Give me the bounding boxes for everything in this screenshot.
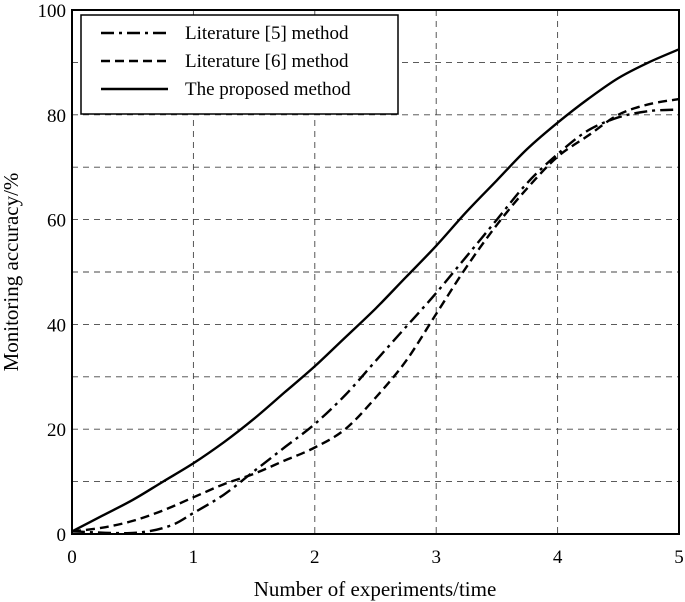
y-tick-label: 20 — [47, 420, 66, 441]
series-lines — [71, 48, 680, 535]
x-tick-label: 4 — [553, 547, 563, 568]
y-tick-label: 0 — [57, 525, 67, 546]
plot-frame — [71, 9, 680, 535]
y-tick-label: 60 — [47, 211, 66, 232]
y-axis-title: Monitoring accuracy/% — [0, 173, 23, 372]
x-tick-label: 5 — [674, 547, 684, 568]
y-tick-label: 100 — [38, 1, 67, 22]
series-line-literature-5 — [71, 108, 680, 535]
x-tick-label: 3 — [431, 547, 441, 568]
legend-label-literature-5: Literature [5] method — [185, 23, 349, 44]
x-tick-label: 2 — [310, 547, 320, 568]
legend-label-proposed: The proposed method — [185, 79, 351, 100]
y-tick-label: 40 — [47, 315, 66, 336]
legend: Literature [5] method Literature [6] met… — [80, 14, 399, 115]
legend-label-literature-6: Literature [6] method — [185, 51, 349, 72]
x-axis-title: Number of experiments/time — [254, 577, 497, 601]
tick-labels: 0 1 2 3 4 5 0 20 40 60 80 100 — [38, 1, 684, 568]
legend-box — [80, 14, 399, 115]
x-tick-label: 0 — [67, 547, 77, 568]
y-tick-label: 80 — [47, 106, 66, 127]
series-line-literature-6 — [71, 97, 680, 533]
x-tick-label: 1 — [189, 547, 199, 568]
series-line-proposed — [71, 48, 680, 533]
